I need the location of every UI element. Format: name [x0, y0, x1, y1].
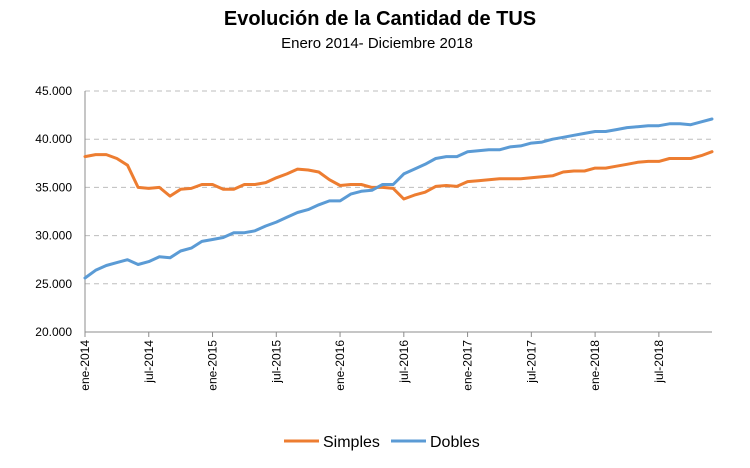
x-tick-label: jul-2016 — [397, 340, 411, 384]
x-tick-label: jul-2017 — [524, 340, 538, 384]
x-tick-label: jul-2015 — [269, 340, 283, 384]
legend: Simples Dobles — [284, 434, 480, 451]
series-lines — [83, 117, 714, 280]
x-tick-label: ene-2017 — [461, 340, 475, 391]
y-tick-label: 20.000 — [35, 325, 72, 339]
x-tick-label: ene-2015 — [206, 340, 220, 391]
x-tick-label: ene-2016 — [333, 340, 347, 391]
y-tick-label: 30.000 — [35, 229, 72, 243]
y-axis: 20.000 25.000 30.000 35.000 40.000 45.000 — [35, 84, 72, 339]
y-tick-label: 35.000 — [35, 180, 72, 194]
y-tick-label: 25.000 — [35, 277, 72, 291]
x-tick-label: ene-2018 — [588, 340, 602, 391]
x-tick-label: jul-2014 — [142, 340, 156, 384]
gridlines — [85, 90, 712, 285]
legend-label-dobles: Dobles — [430, 434, 480, 451]
chart-title: Evolución de la Cantidad de TUS — [224, 8, 536, 30]
x-tick-label: jul-2018 — [652, 340, 666, 384]
y-tick-label: 45.000 — [35, 84, 72, 98]
chart-subtitle: Enero 2014- Diciembre 2018 — [281, 35, 473, 52]
y-tick-label: 40.000 — [35, 132, 72, 146]
legend-label-simples: Simples — [323, 434, 380, 451]
series-line-dobles — [83, 117, 714, 280]
x-axis: ene-2014 jul-2014 ene-2015 jul-2015 ene-2016… — [78, 91, 712, 391]
x-tick-label: ene-2014 — [78, 340, 92, 391]
series-line-simples — [83, 150, 714, 201]
